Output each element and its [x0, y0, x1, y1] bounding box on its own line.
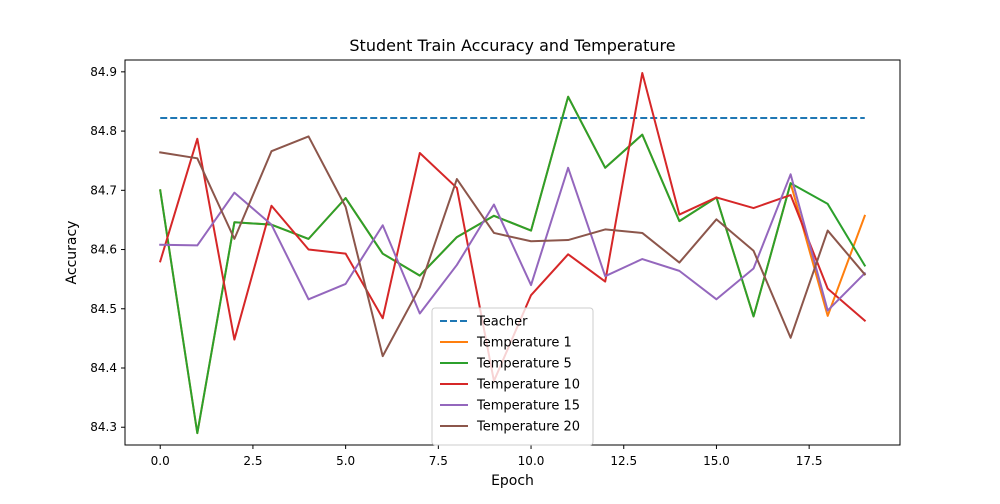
- x-tick-label: 15.0: [703, 454, 730, 468]
- x-axis-label: Epoch: [491, 473, 534, 489]
- y-tick-label: 84.5: [90, 302, 117, 316]
- series-line-5: [159, 135, 867, 358]
- x-axis: 0.0 2.5 5.0 7.5 10.0 12.5 15.0 17.5: [151, 445, 823, 468]
- series-line-2: [159, 95, 867, 435]
- legend-box: [431, 307, 594, 446]
- x-tick-label: 7.5: [429, 454, 448, 468]
- y-tick-label: 84.4: [90, 361, 117, 375]
- y-axis: 84.3 84.4 84.5 84.6 84.7 84.8 84.9: [90, 65, 125, 434]
- chart-title: Student Train Accuracy and Temperature: [349, 36, 675, 55]
- x-tick-label: 5.0: [336, 454, 355, 468]
- y-axis-label: Accuracy: [64, 221, 80, 285]
- y-tick-label: 84.8: [90, 124, 117, 138]
- y-tick-label: 84.3: [90, 420, 117, 434]
- legend-label: Temperature 10: [476, 378, 580, 393]
- x-tick-label: 17.5: [796, 454, 823, 468]
- x-tick-label: 0.0: [151, 454, 170, 468]
- legend-label: Temperature 1: [476, 336, 572, 351]
- x-tick-label: 12.5: [610, 454, 637, 468]
- x-tick-label: 10.0: [518, 454, 545, 468]
- y-tick-label: 84.9: [90, 65, 117, 79]
- x-tick-label: 2.5: [243, 454, 262, 468]
- legend: Teacher Temperature 1 Temperature 5 Tempera…: [431, 307, 594, 446]
- legend-label: Temperature 20: [476, 420, 580, 435]
- series-line-4: [159, 166, 867, 315]
- y-tick-label: 84.6: [90, 243, 117, 257]
- legend-label: Temperature 5: [476, 357, 572, 372]
- legend-label: Temperature 15: [476, 399, 580, 414]
- legend-label: Teacher: [476, 315, 528, 330]
- y-tick-label: 84.7: [90, 183, 117, 197]
